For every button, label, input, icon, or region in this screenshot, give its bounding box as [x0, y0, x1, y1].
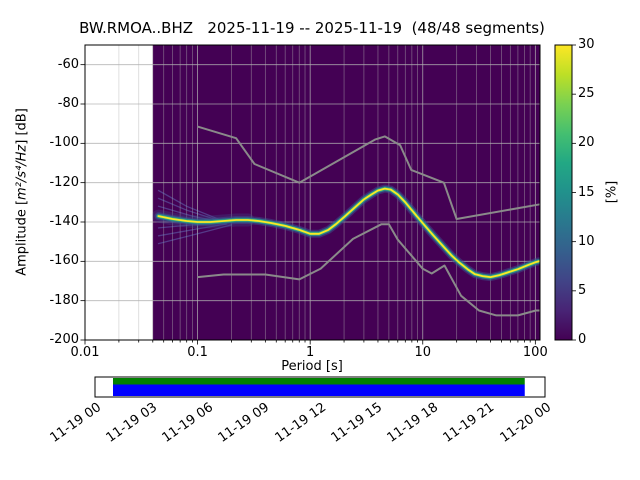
ppsd-histogram-curves: [152, 184, 540, 282]
plot-border: [84, 44, 541, 341]
timeline-coverage-top: [113, 378, 525, 385]
noise-model-low-curve: [197, 223, 540, 317]
y-tick-label: -160: [49, 253, 79, 269]
y-axis-label: Amplitude [m²/s⁴/Hz] [dB]: [15, 108, 30, 276]
colorbar-tick-label: 30: [578, 37, 595, 52]
x-tick-label: 0.1: [187, 345, 208, 360]
ppsd-histogram-background: [152, 45, 540, 340]
colorbar-tick-label: 0: [578, 332, 587, 347]
x-axis-label: Period [s]: [281, 359, 343, 374]
x-tick-label: 1: [306, 345, 315, 360]
colorbar-tick-label: 20: [578, 135, 595, 151]
timeline-coverage-bottom: [113, 384, 525, 396]
y-tick-label: -80: [57, 96, 79, 111]
colorbar-tick-label: 5: [578, 282, 587, 298]
psd-mode-band: [157, 187, 540, 278]
colorbar-label: [%]: [604, 180, 620, 204]
colorbar-tick-label: 10: [578, 233, 595, 249]
figure-title: BW.RMOA..BHZ 2025-11-19 -- 2025-11-19 (4…: [79, 19, 545, 37]
noise-model-high-curve: [197, 125, 541, 220]
y-tick-label: -180: [49, 292, 79, 308]
x-tick-label: 0.01: [70, 345, 100, 360]
y-tick-label: -140: [49, 214, 79, 229]
y-tick-label: -100: [49, 135, 79, 151]
y-tick-label: -60: [57, 56, 79, 72]
y-axis-label-suffix: ] [dB]: [14, 108, 30, 145]
y-tick-label: -120: [49, 174, 79, 190]
colorbar-tick-label: 25: [578, 86, 595, 102]
x-tick-label: 10: [414, 345, 432, 360]
psd-spread-strand: [157, 189, 222, 221]
y-axis-label-prefix: Amplitude [: [14, 199, 30, 276]
y-axis-label-math: m²/s⁴/Hz: [14, 144, 30, 200]
psd-spread-strand: [157, 223, 227, 237]
x-tick-label: 100: [522, 345, 548, 360]
psd-spread-strand: [157, 197, 222, 222]
psd-spread-strand: [157, 224, 233, 245]
y-tick-label: -200: [49, 332, 79, 347]
colorbar: [554, 44, 573, 341]
colorbar-tick-label: 15: [578, 184, 595, 200]
